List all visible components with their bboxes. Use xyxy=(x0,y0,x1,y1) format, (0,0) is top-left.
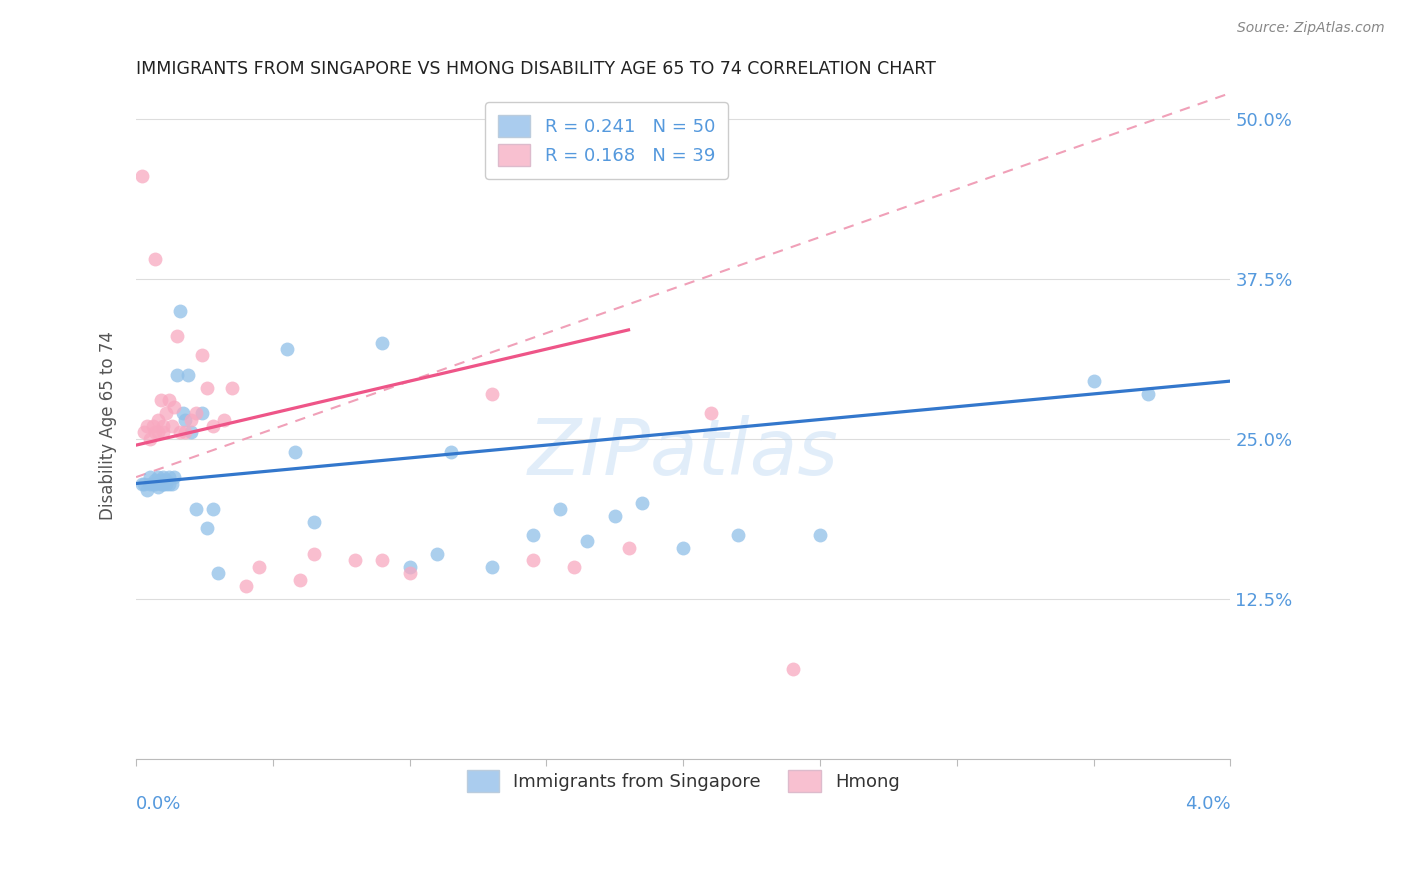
Point xyxy=(131,476,153,491)
Point xyxy=(134,425,156,440)
Point xyxy=(139,476,162,491)
Point xyxy=(172,406,194,420)
Point xyxy=(221,380,243,394)
Point xyxy=(139,470,162,484)
Text: 4.0%: 4.0% xyxy=(1185,796,1230,814)
Text: ZIPatlas: ZIPatlas xyxy=(527,415,838,491)
Point xyxy=(191,406,214,420)
Point xyxy=(146,412,169,426)
Point xyxy=(186,502,208,516)
Point xyxy=(163,470,186,484)
Point xyxy=(398,559,420,574)
Point xyxy=(343,553,366,567)
Point xyxy=(131,169,153,184)
Point xyxy=(603,508,626,523)
Point xyxy=(426,547,449,561)
Point xyxy=(174,425,197,440)
Point xyxy=(141,418,163,433)
Point xyxy=(155,473,177,487)
Point xyxy=(157,476,180,491)
Point xyxy=(371,553,394,567)
Point xyxy=(631,496,654,510)
Point xyxy=(143,425,166,440)
Point xyxy=(481,559,503,574)
Legend: Immigrants from Singapore, Hmong: Immigrants from Singapore, Hmong xyxy=(460,764,907,800)
Point xyxy=(157,470,180,484)
Point xyxy=(143,473,166,487)
Point xyxy=(548,502,571,516)
Point xyxy=(143,476,166,491)
Point xyxy=(177,368,200,382)
Point xyxy=(201,502,224,516)
Point xyxy=(136,483,159,497)
Point xyxy=(152,418,174,433)
Point xyxy=(195,521,218,535)
Point xyxy=(302,515,325,529)
Point xyxy=(235,579,257,593)
Point xyxy=(174,412,197,426)
Y-axis label: Disability Age 65 to 74: Disability Age 65 to 74 xyxy=(100,332,117,520)
Point xyxy=(149,476,172,491)
Point xyxy=(149,393,172,408)
Point xyxy=(152,425,174,440)
Point xyxy=(169,425,191,440)
Point xyxy=(139,432,162,446)
Text: Source: ZipAtlas.com: Source: ZipAtlas.com xyxy=(1237,21,1385,35)
Point xyxy=(699,406,721,420)
Point xyxy=(302,547,325,561)
Point xyxy=(155,406,177,420)
Point xyxy=(672,541,695,555)
Point xyxy=(191,349,214,363)
Point xyxy=(576,534,599,549)
Point xyxy=(155,476,177,491)
Point xyxy=(1137,387,1160,401)
Point xyxy=(141,476,163,491)
Point xyxy=(160,476,183,491)
Text: 0.0%: 0.0% xyxy=(136,796,181,814)
Point xyxy=(186,406,208,420)
Point xyxy=(152,470,174,484)
Point xyxy=(617,541,640,555)
Point xyxy=(195,380,218,394)
Point xyxy=(247,559,270,574)
Point xyxy=(146,425,169,440)
Text: IMMIGRANTS FROM SINGAPORE VS HMONG DISABILITY AGE 65 TO 74 CORRELATION CHART: IMMIGRANTS FROM SINGAPORE VS HMONG DISAB… xyxy=(136,60,936,78)
Point xyxy=(727,527,749,541)
Point xyxy=(440,444,463,458)
Point xyxy=(212,412,235,426)
Point xyxy=(163,400,186,414)
Point xyxy=(152,476,174,491)
Point xyxy=(149,473,172,487)
Point xyxy=(134,476,156,491)
Point xyxy=(398,566,420,581)
Point xyxy=(146,480,169,494)
Point xyxy=(522,553,544,567)
Point xyxy=(157,393,180,408)
Point xyxy=(782,662,804,676)
Point xyxy=(146,470,169,484)
Point xyxy=(207,566,229,581)
Point xyxy=(290,573,312,587)
Point xyxy=(808,527,831,541)
Point xyxy=(562,559,585,574)
Point xyxy=(371,335,394,350)
Point xyxy=(1083,374,1105,388)
Point xyxy=(180,412,202,426)
Point xyxy=(201,418,224,433)
Point xyxy=(180,425,202,440)
Point xyxy=(160,418,183,433)
Point xyxy=(166,329,188,343)
Point xyxy=(152,476,174,491)
Point xyxy=(169,303,191,318)
Point xyxy=(166,368,188,382)
Point xyxy=(284,444,307,458)
Point xyxy=(481,387,503,401)
Point xyxy=(136,418,159,433)
Point xyxy=(143,252,166,267)
Point xyxy=(276,342,298,356)
Point xyxy=(522,527,544,541)
